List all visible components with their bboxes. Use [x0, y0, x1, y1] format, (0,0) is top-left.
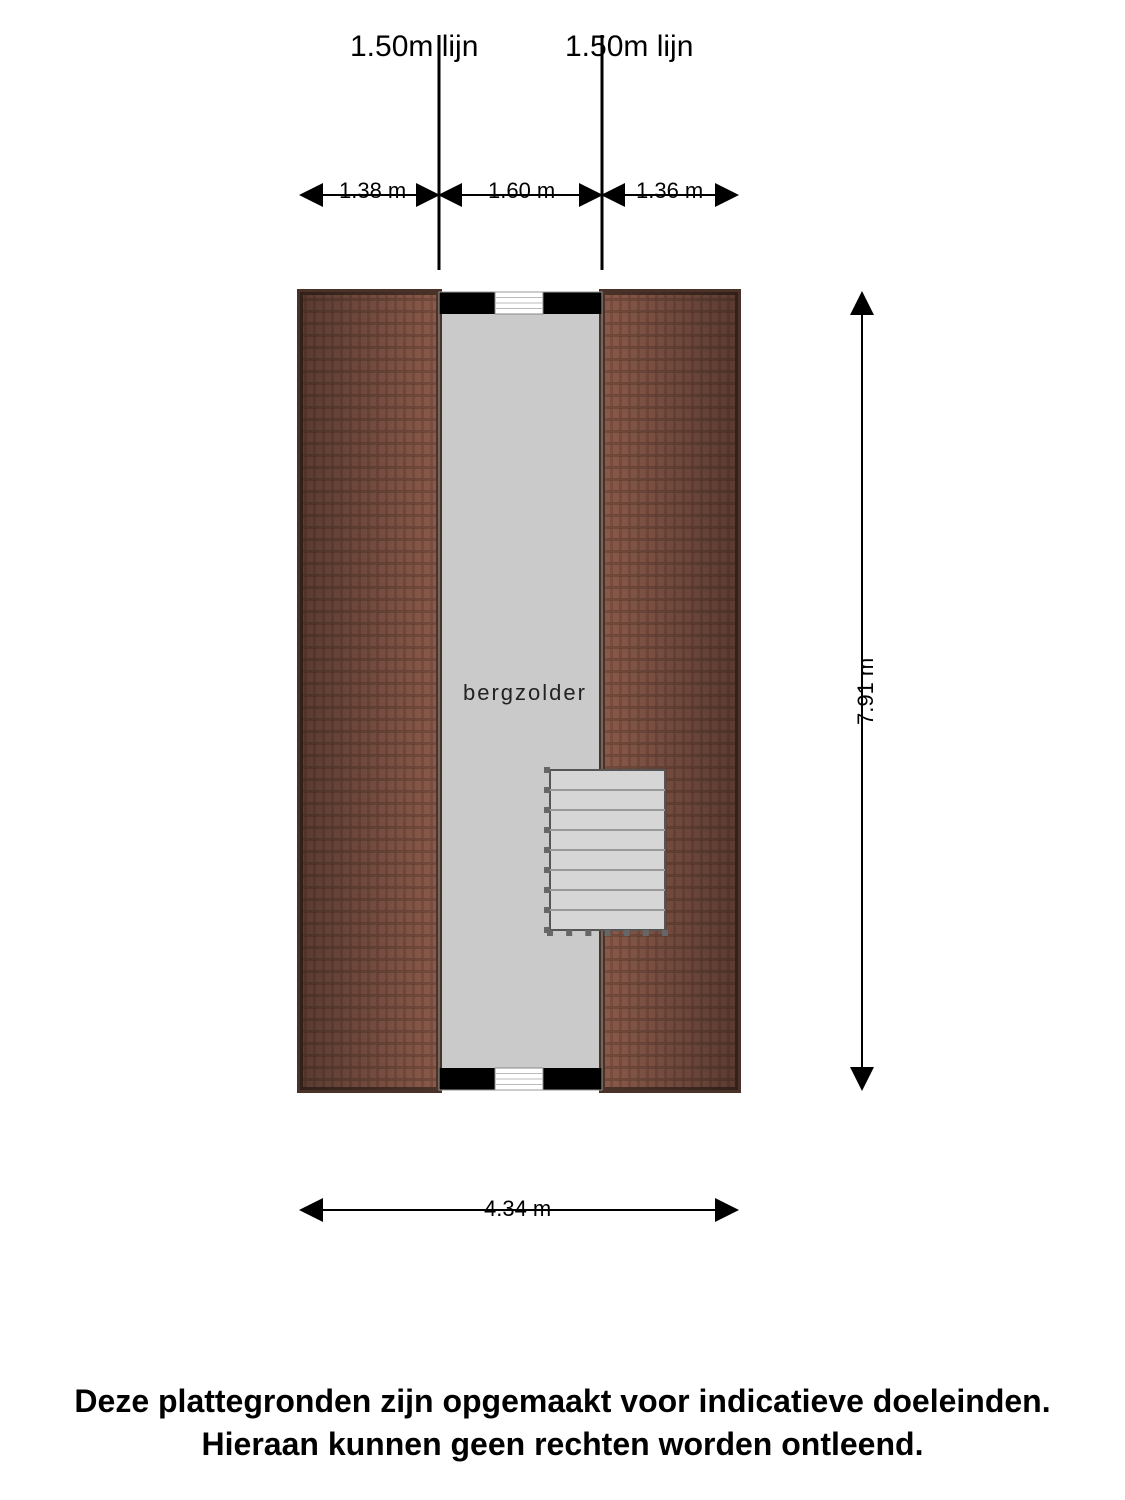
dim-top-right: 1.36 m	[636, 178, 703, 204]
room-label-bergzolder: bergzolder	[463, 680, 587, 706]
footer-line1: Deze plattegronden zijn opgemaakt voor i…	[74, 1383, 1050, 1419]
dim-top-center: 1.60 m	[488, 178, 555, 204]
dim-bottom: 4.34 m	[484, 1196, 551, 1222]
dim-top-left: 1.38 m	[339, 178, 406, 204]
top-label-left: 1.50m lijn	[350, 30, 478, 64]
top-label-right: 1.50m lijn	[565, 30, 693, 64]
footer-disclaimer: Deze plattegronden zijn opgemaakt voor i…	[0, 1380, 1125, 1466]
footer-line2: Hieraan kunnen geen rechten worden ontle…	[202, 1426, 924, 1462]
dim-right: 7.91 m	[853, 658, 879, 725]
floorplan-svg	[0, 0, 1125, 1500]
